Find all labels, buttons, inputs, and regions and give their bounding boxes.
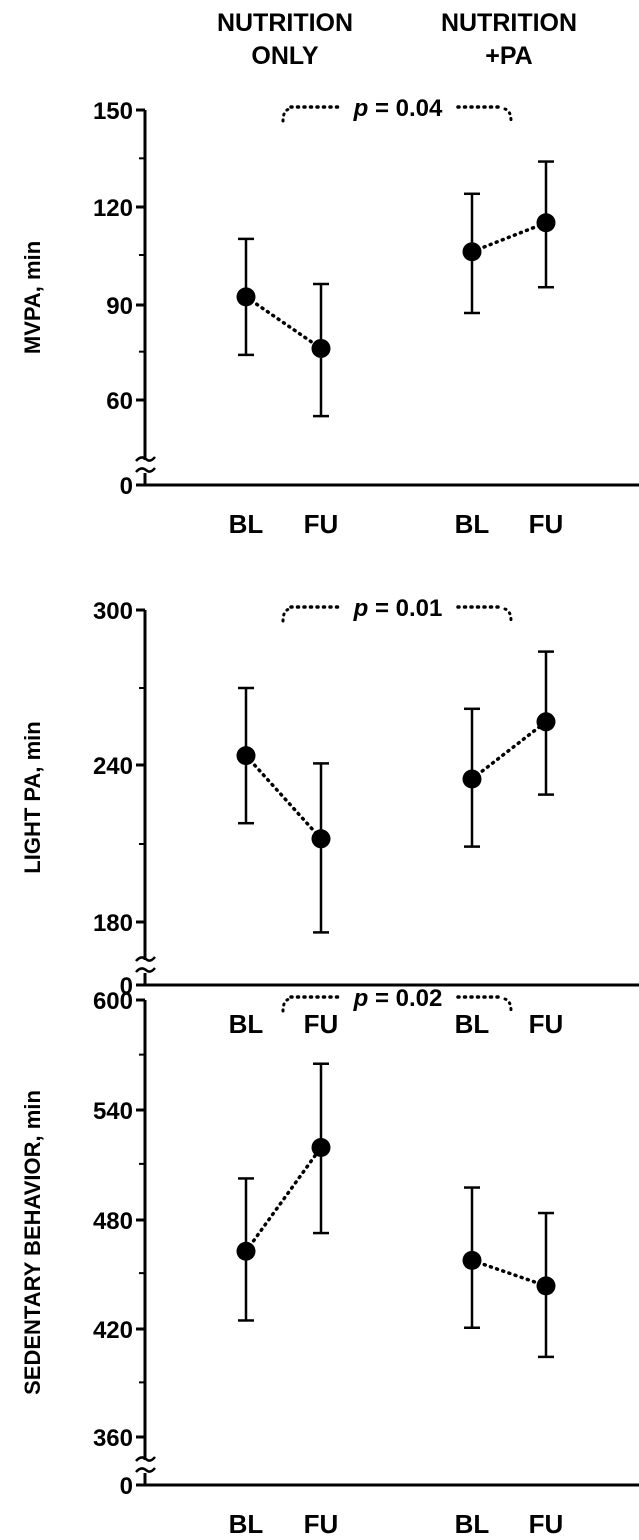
mvpa-axis-break-mark bbox=[135, 467, 156, 473]
sedentary-y-tick-label: 540 bbox=[93, 1098, 133, 1125]
header-nutrition-pa-line1: NUTRITION bbox=[441, 9, 577, 37]
sedentary-x-category-label: BL bbox=[455, 1509, 490, 1539]
light-pa-y-tick-label: 0 bbox=[120, 973, 133, 1000]
mvpa-bracket-left-end bbox=[281, 107, 291, 123]
sedentary-y-tick-label: 360 bbox=[93, 1425, 133, 1452]
sedentary-connector-line bbox=[244, 1145, 323, 1254]
light-pa-connector-line bbox=[470, 720, 548, 781]
light-pa-data-point bbox=[311, 829, 331, 849]
light-pa-y-tick-label: 300 bbox=[93, 598, 133, 625]
light-pa-data-point bbox=[462, 769, 482, 789]
mvpa-p-value-text: = 0.04 bbox=[368, 95, 443, 122]
mvpa-axis-break-mark bbox=[135, 456, 156, 462]
sedentary-p-value-label: p = 0.02 bbox=[353, 985, 443, 1012]
mvpa-x-category-label: BL bbox=[229, 509, 264, 539]
mvpa-y-tick-label: 90 bbox=[106, 293, 133, 320]
sedentary-p-value-text: = 0.02 bbox=[368, 985, 442, 1012]
mvpa-connector-line bbox=[470, 221, 548, 254]
header-nutrition-only-line1: NUTRITION bbox=[217, 9, 353, 37]
mvpa-data-point bbox=[236, 287, 256, 307]
sedentary-bracket-left-end bbox=[281, 997, 291, 1013]
panel-mvpa: 0 60 90 120 150 MVPA, min BL FU BL FU p = 0.04 bbox=[20, 95, 639, 539]
mvpa-y-axis-title: MVPA, min bbox=[20, 241, 45, 354]
mvpa-data-point bbox=[462, 242, 482, 262]
panel-light-pa: 0 180 240 300 LIGHT PA, min BL FU BL FU p = 0.01 bbox=[20, 595, 639, 1039]
light-pa-axis-break-mark bbox=[135, 956, 156, 962]
header-nutrition-only-line2: ONLY bbox=[251, 42, 318, 70]
light-pa-data-point bbox=[536, 712, 556, 732]
sedentary-y-tick-label: 0 bbox=[120, 1473, 133, 1500]
mvpa-y-tick-label: 120 bbox=[93, 195, 133, 222]
sedentary-axis-break-mark bbox=[135, 1467, 156, 1473]
mvpa-bracket-right-end bbox=[503, 107, 513, 123]
light-pa-axis-break-mark bbox=[135, 967, 156, 973]
mvpa-x-category-label: FU bbox=[304, 509, 339, 539]
light-pa-x-category-label: BL bbox=[229, 1009, 264, 1039]
mvpa-p-value-label: p = 0.04 bbox=[353, 95, 443, 122]
light-pa-y-axis-title: LIGHT PA, min bbox=[20, 721, 45, 873]
sedentary-y-tick-label: 420 bbox=[93, 1317, 133, 1344]
mvpa-y-tick-label: 60 bbox=[106, 388, 133, 415]
light-pa-connector-line bbox=[244, 753, 323, 841]
mvpa-y-tick-label: 0 bbox=[120, 473, 133, 500]
sedentary-data-point bbox=[462, 1250, 482, 1270]
sedentary-x-category-label: FU bbox=[529, 1509, 564, 1539]
sedentary-y-tick-label: 600 bbox=[93, 988, 133, 1015]
sedentary-connector-line bbox=[470, 1258, 548, 1288]
sedentary-x-category-label: FU bbox=[304, 1509, 339, 1539]
light-pa-data-point bbox=[236, 746, 256, 766]
sedentary-axis-break-mark bbox=[135, 1456, 156, 1462]
mvpa-x-category-label: BL bbox=[455, 509, 490, 539]
light-pa-p-value-label: p = 0.01 bbox=[353, 595, 443, 622]
light-pa-x-category-label: BL bbox=[455, 1009, 490, 1039]
sedentary-p-value-prefix: p bbox=[353, 985, 369, 1012]
sedentary-x-category-label: BL bbox=[229, 1509, 264, 1539]
mvpa-x-category-label: FU bbox=[529, 509, 564, 539]
sedentary-data-point bbox=[536, 1276, 556, 1296]
mvpa-p-value-prefix: p bbox=[353, 95, 369, 122]
mvpa-data-point bbox=[536, 213, 556, 233]
light-pa-x-category-label: FU bbox=[529, 1009, 564, 1039]
light-pa-y-tick-label: 180 bbox=[93, 910, 133, 937]
mvpa-data-point bbox=[311, 338, 331, 358]
sedentary-data-point bbox=[236, 1241, 256, 1261]
light-pa-bracket-right-end bbox=[503, 607, 513, 623]
light-pa-p-value-text: = 0.01 bbox=[368, 595, 442, 622]
mvpa-connector-line bbox=[244, 295, 323, 351]
header-nutrition-pa-line2: +PA bbox=[485, 42, 532, 70]
panel-sedentary: 0 360 420 480 540 600 SEDENTARY BEHAVIOR, min B… bbox=[20, 985, 639, 1539]
chart-panels: 0 60 90 120 150 MVPA, min BL FU BL FU p = 0.04 0 180… bbox=[20, 95, 639, 1539]
sedentary-bracket-right-end bbox=[503, 997, 513, 1013]
light-pa-y-tick-label: 240 bbox=[93, 753, 133, 780]
header-nutrition-only: NUTRITION ONLY bbox=[217, 9, 353, 70]
sedentary-data-point bbox=[311, 1137, 331, 1157]
mvpa-y-tick-label: 150 bbox=[93, 98, 133, 125]
light-pa-x-category-label: FU bbox=[304, 1009, 339, 1039]
sedentary-y-axis-title: SEDENTARY BEHAVIOR, min bbox=[20, 1090, 45, 1395]
header-nutrition-pa: NUTRITION +PA bbox=[441, 9, 577, 70]
light-pa-bracket-left-end bbox=[281, 607, 291, 623]
sedentary-y-tick-label: 480 bbox=[93, 1208, 133, 1235]
light-pa-p-value-prefix: p bbox=[353, 595, 369, 622]
